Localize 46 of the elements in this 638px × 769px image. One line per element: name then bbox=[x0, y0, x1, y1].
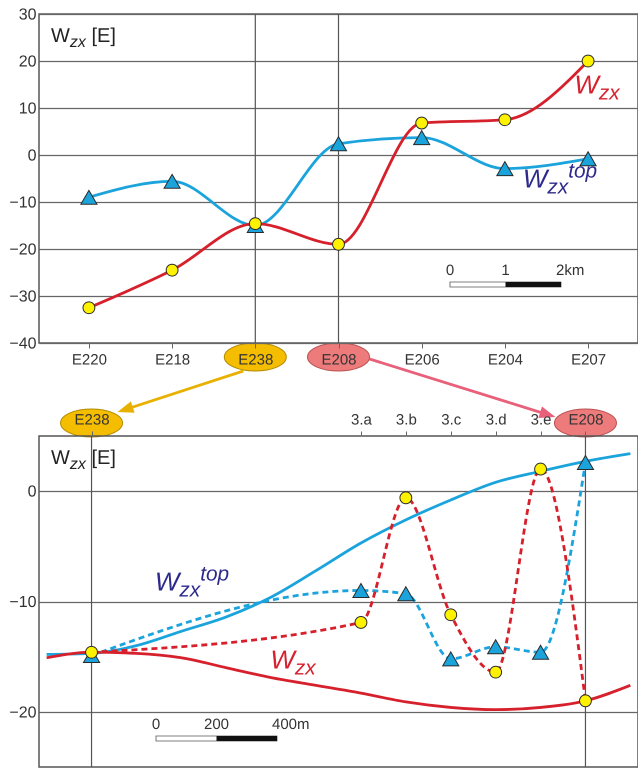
annotation: 0 bbox=[446, 262, 454, 279]
x-tick-label: 3.c bbox=[441, 412, 462, 428]
x-tick-label: E208 bbox=[321, 352, 357, 368]
y-tick-label: 20 bbox=[18, 54, 37, 70]
x-tick-label: E218 bbox=[155, 352, 190, 368]
y-axis-title: W$_{zx}$ [E] bbox=[51, 25, 116, 51]
x-tick-label: E238 bbox=[74, 412, 110, 428]
y-tick-label: 0 bbox=[28, 484, 37, 501]
y-tick-label: −40 bbox=[9, 336, 37, 352]
x-tick-label: E208 bbox=[568, 412, 604, 428]
x-tick-label: E220 bbox=[72, 352, 107, 368]
x-tick-label: 3.a bbox=[351, 412, 373, 428]
x-tick-label: 3.b bbox=[396, 412, 417, 428]
x-tick-label: E204 bbox=[488, 352, 523, 368]
y-tick-label: −20 bbox=[9, 242, 37, 258]
point bbox=[415, 116, 428, 130]
x-tick-label: E238 bbox=[238, 352, 274, 368]
y-tick-label: 0 bbox=[28, 148, 37, 164]
point bbox=[496, 161, 514, 176]
x-tick-label: 3.d bbox=[486, 412, 507, 428]
point bbox=[413, 130, 430, 146]
annotation: 200 bbox=[204, 716, 230, 733]
y-axis-title: W$_{zx}$ [E] bbox=[51, 447, 116, 473]
point bbox=[498, 113, 512, 126]
point bbox=[332, 238, 345, 251]
y-tick-label: 30 bbox=[18, 6, 37, 24]
y-tick-label: −30 bbox=[9, 288, 37, 306]
y-tick-label: −10 bbox=[9, 594, 37, 611]
x-tick-label: 3.e bbox=[530, 412, 552, 428]
annotation: W$_{zx}$ bbox=[574, 70, 620, 105]
point bbox=[166, 264, 179, 277]
y-tick-label: −20 bbox=[9, 704, 37, 722]
point bbox=[80, 190, 98, 205]
y-tick-label: −10 bbox=[9, 194, 37, 212]
point bbox=[330, 136, 348, 152]
x-tick-label: E206 bbox=[404, 352, 440, 368]
point bbox=[164, 174, 181, 189]
point bbox=[582, 54, 594, 68]
annotation: 1 bbox=[501, 262, 510, 279]
annotation: 0 bbox=[152, 716, 160, 733]
annotation: 2km bbox=[556, 262, 584, 279]
annotation: 400m bbox=[272, 716, 310, 733]
point bbox=[82, 301, 96, 314]
y-tick-label: 10 bbox=[18, 100, 37, 118]
x-tick-label: E207 bbox=[571, 352, 606, 368]
annotation: W$_{zx}$ bbox=[270, 644, 316, 680]
